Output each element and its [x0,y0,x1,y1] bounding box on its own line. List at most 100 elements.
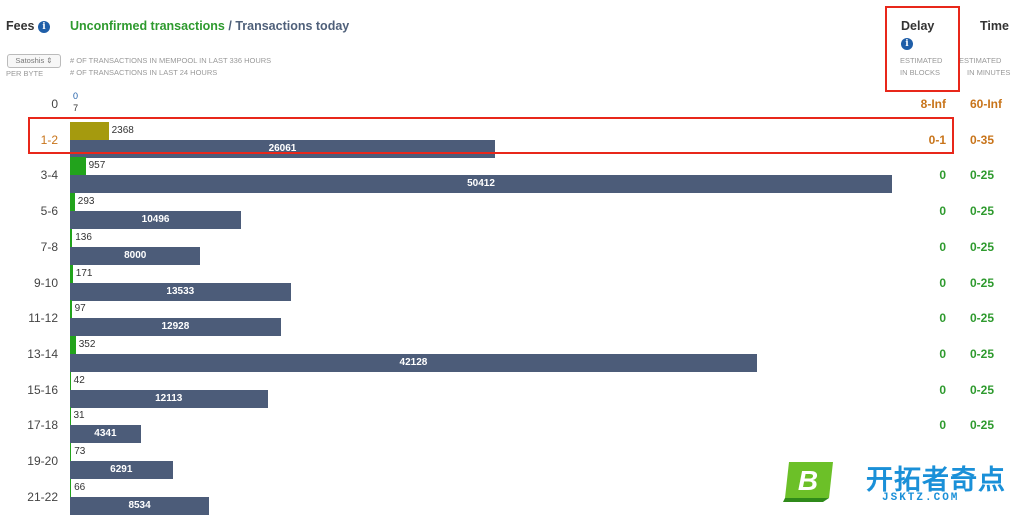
mempool-value-label: 352 [78,338,96,350]
delay-blocks-value: 0 [939,204,946,219]
mempool-value-label: 97 [74,303,86,315]
time-sub2: IN MINUTES [967,68,1011,77]
chart-title: Unconfirmed transactions / Transactions … [70,19,349,33]
watermark-chinese-text: 开拓者奇点 [866,465,1006,495]
today-value-label: 12928 [161,321,190,333]
mempool-value-label: 73 [74,446,86,457]
time-minutes-value: 0-25 [970,275,995,290]
mempool-bar[interactable] [70,300,72,319]
mempool-bar[interactable] [70,478,72,497]
today-value-label: 4341 [94,428,117,440]
fee-range-label: 9-10 [33,275,58,290]
title-today: Transactions today [235,19,350,33]
annotation-delay-box [885,6,960,92]
today-bar[interactable] [70,461,173,479]
fee-range-label: 11-12 [28,311,58,326]
today-value-label: 10496 [141,214,170,226]
today-bar[interactable] [70,353,757,372]
today-bar[interactable] [70,496,210,515]
unit-select[interactable]: Satoshis ⇕ [7,54,61,68]
time-minutes-value: 0-25 [970,168,995,183]
fee-range-label: 19-20 [27,454,58,468]
today-bar[interactable] [70,425,141,444]
today-value-label: 8000 [124,249,147,261]
watermark-logo-icon: B [783,462,833,502]
title-separator: / [224,19,236,33]
today-bar[interactable] [70,211,242,230]
fee-range-label: 1-2 [40,132,58,147]
time-sub1: ESTIMATED [959,56,1002,65]
mempool-value-label: 136 [75,231,92,243]
mempool-bar[interactable] [70,121,109,140]
info-icon[interactable]: i [37,21,50,33]
time-header: Time [980,19,1009,33]
mempool-value-label: 171 [75,267,93,279]
delay-blocks-value: 0 [939,239,946,254]
mempool-bar[interactable] [70,228,73,247]
legend-24h: # OF TRANSACTIONS IN LAST 24 HOURS [70,68,218,77]
mempool-value-label: 42 [73,374,85,386]
time-minutes-value: 0-25 [970,311,995,326]
fee-range-label: 5-6 [40,204,58,219]
time-minutes-value: 0-25 [970,418,995,433]
today-bar[interactable] [70,318,281,337]
time-minutes-value: 0-25 [970,346,995,361]
delay-blocks-value: 8-Inf [920,97,946,111]
delay-sub1: ESTIMATED [900,56,943,65]
time-minutes-value: 0-25 [970,204,995,219]
watermark-site-text: JSKTZ.COM [882,492,960,504]
mempool-bar[interactable] [70,193,75,212]
fee-range-label: 17-18 [27,418,58,433]
delay-blocks-value: 0 [939,346,946,361]
mempool-value-label: 2368 [111,124,134,136]
watermark-logo-letter: B [798,465,818,496]
today-bar[interactable] [70,389,268,408]
delay-sub2: IN BLOCKS [900,68,941,77]
time-minutes-value: 60-Inf [970,97,1003,111]
today-value-label: 42128 [399,356,428,368]
time-minutes-value: 0-25 [970,382,995,397]
mempool-value-label: 957 [88,160,106,172]
delay-blocks-value: 0 [939,275,946,290]
time-minutes-value: 0-35 [970,132,995,147]
per-byte-label: PER BYTE [6,69,44,78]
mempool-value-label: 31 [73,410,85,422]
mempool-bar[interactable] [70,407,71,426]
today-value-label: 13533 [166,285,195,297]
legend-mempool: # OF TRANSACTIONS IN MEMPOOL IN LAST 336… [70,56,272,65]
mempool-bar[interactable] [70,443,72,461]
delay-blocks-value: 0 [939,168,946,183]
title-unconfirmed: Unconfirmed transactions [70,19,225,33]
delay-blocks-value: 0 [939,382,946,397]
fees-header: Fees i [6,19,50,33]
mempool-bar[interactable] [70,335,76,354]
mempool-value-label: 66 [74,481,86,493]
delay-blocks-value: 0 [939,418,946,433]
delay-info-icon[interactable]: i [901,38,913,50]
fees-label: Fees [6,19,35,33]
today-value-label: 12113 [155,392,183,404]
today-bar[interactable] [70,175,892,194]
delay-blocks-value: 0-1 [928,132,946,147]
mempool-bar[interactable] [70,157,86,176]
today-value-label: 6291 [110,464,133,475]
fee-range-label: 13-14 [27,346,58,361]
mempool-bar[interactable] [70,371,71,390]
fee-range-label: 0 [51,97,58,111]
mempool-value-label: 0 [73,91,79,101]
time-minutes-value: 0-25 [970,239,995,254]
annotation-row-box [28,117,954,154]
fee-range-label: 7-8 [40,239,58,254]
today-value-label: 50412 [467,178,495,190]
today-value-label: 8534 [128,499,151,511]
today-bar[interactable] [70,246,201,265]
mempool-value-label: 293 [77,196,95,208]
delay-header: Delay [901,19,935,33]
delay-blocks-value: 0 [939,311,946,326]
fee-range-label: 3-4 [40,168,58,183]
today-value-label: 7 [73,103,79,113]
mempool-bar[interactable] [70,264,73,283]
fee-range-label: 21-22 [27,489,58,504]
today-value-label: 26061 [268,142,297,154]
today-bar[interactable] [70,282,291,301]
